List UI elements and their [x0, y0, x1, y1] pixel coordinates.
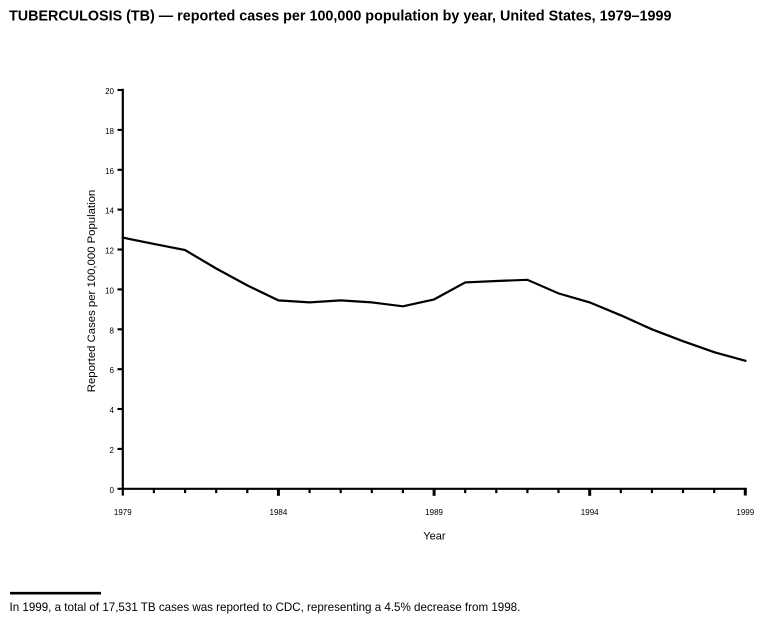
svg-text:1984: 1984 — [270, 508, 288, 517]
svg-text:14: 14 — [105, 207, 114, 216]
svg-text:8: 8 — [110, 326, 115, 335]
svg-text:TUBERCULOSIS (TB) — reported c: TUBERCULOSIS (TB) — reported cases per 1… — [9, 9, 671, 25]
svg-text:2: 2 — [110, 446, 115, 455]
svg-text:In 1999, a total of 17,531 TB: In 1999, a total of 17,531 TB cases was … — [10, 601, 521, 614]
svg-text:16: 16 — [105, 167, 114, 176]
svg-text:20: 20 — [105, 87, 114, 96]
svg-text:1994: 1994 — [581, 508, 599, 517]
svg-text:4: 4 — [110, 406, 115, 415]
svg-text:12: 12 — [105, 247, 114, 256]
svg-text:10: 10 — [105, 286, 114, 295]
svg-text:1999: 1999 — [736, 508, 754, 517]
svg-text:1989: 1989 — [425, 508, 443, 517]
svg-text:Year: Year — [423, 531, 446, 543]
svg-text:1979: 1979 — [114, 508, 132, 517]
svg-text:18: 18 — [105, 127, 114, 136]
svg-text:6: 6 — [110, 366, 115, 375]
svg-text:0: 0 — [110, 486, 115, 495]
svg-text:Reported Cases per 100,000 Pop: Reported Cases per 100,000 Population — [86, 190, 98, 392]
